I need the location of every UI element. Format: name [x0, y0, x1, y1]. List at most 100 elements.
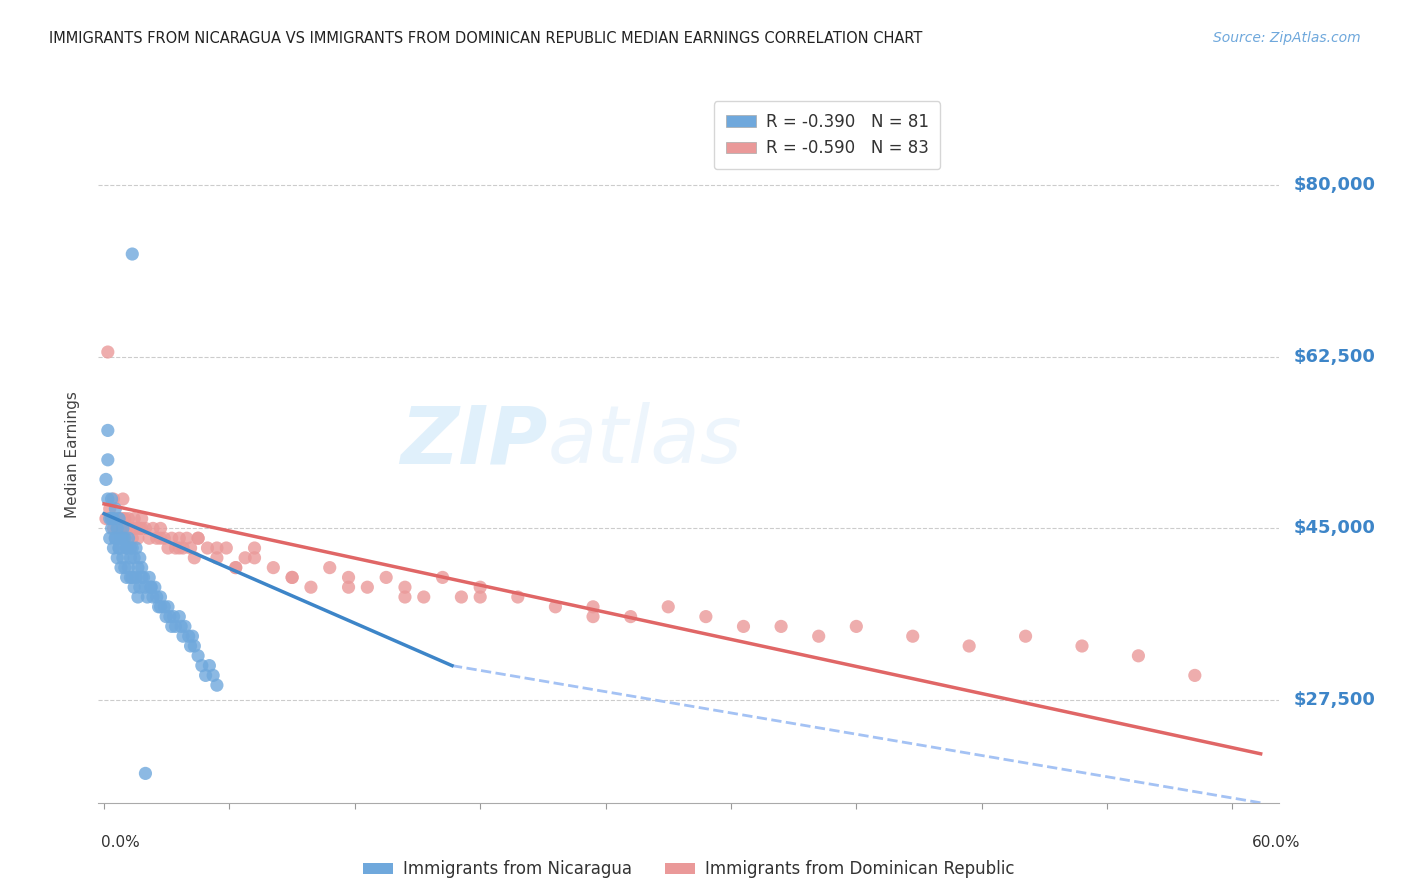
Point [506, 590, 529, 604]
Point [205, 678, 228, 692]
Text: $80,000: $80,000 [1294, 177, 1375, 194]
Point [225, 560, 247, 574]
Point [115, 541, 138, 555]
Point [337, 570, 360, 584]
Point [120, 550, 142, 565]
Point [1071, 639, 1094, 653]
Point [108, 511, 131, 525]
Point [544, 599, 567, 614]
Text: 0.0%: 0.0% [101, 836, 141, 850]
Point [114, 531, 136, 545]
Point [104, 531, 127, 545]
Point [198, 658, 221, 673]
Point [132, 570, 155, 584]
Point [243, 550, 266, 565]
Point [100, 491, 122, 506]
Point [169, 609, 191, 624]
Point [138, 570, 160, 584]
Point [134, 521, 156, 535]
Point [1128, 648, 1150, 663]
Point [183, 639, 205, 653]
Point [97, 424, 120, 438]
Text: atlas: atlas [547, 402, 742, 480]
Point [115, 570, 138, 584]
Point [169, 531, 191, 545]
Point [111, 491, 134, 506]
Point [139, 580, 162, 594]
Text: $27,500: $27,500 [1294, 691, 1375, 709]
Point [153, 599, 176, 614]
Point [177, 629, 200, 643]
Point [155, 609, 177, 624]
Point [197, 541, 219, 555]
Point [120, 541, 142, 555]
Point [103, 511, 125, 525]
Point [149, 521, 172, 535]
Point [262, 560, 284, 574]
Point [111, 531, 134, 545]
Point [233, 550, 256, 565]
Point [145, 531, 167, 545]
Point [134, 766, 156, 780]
Point [121, 570, 143, 584]
Point [94, 511, 117, 525]
Point [299, 580, 322, 594]
Point [225, 560, 247, 574]
Point [620, 609, 643, 624]
Point [121, 247, 143, 261]
Point [148, 599, 170, 614]
Point [205, 541, 228, 555]
Point [97, 491, 120, 506]
Point [117, 560, 139, 574]
Point [104, 511, 127, 525]
Point [120, 570, 142, 584]
Point [165, 541, 187, 555]
Legend: Immigrants from Nicaragua, Immigrants from Dominican Republic: Immigrants from Nicaragua, Immigrants fr… [356, 854, 1022, 885]
Point [136, 590, 159, 604]
Point [108, 541, 131, 555]
Point [582, 599, 605, 614]
Point [122, 580, 145, 594]
Point [115, 521, 138, 535]
Point [394, 590, 416, 604]
Point [122, 550, 145, 565]
Point [114, 511, 136, 525]
Point [138, 531, 160, 545]
Point [337, 580, 360, 594]
Point [149, 531, 172, 545]
Point [110, 560, 132, 574]
Point [957, 639, 980, 653]
Point [1184, 668, 1206, 682]
Point [412, 590, 434, 604]
Y-axis label: Median Earnings: Median Earnings [65, 392, 80, 518]
Point [134, 580, 156, 594]
Point [845, 619, 868, 633]
Point [191, 658, 214, 673]
Point [114, 560, 136, 574]
Text: $62,500: $62,500 [1294, 348, 1375, 366]
Point [159, 609, 181, 624]
Point [169, 541, 191, 555]
Point [149, 599, 172, 614]
Point [356, 580, 378, 594]
Point [470, 580, 492, 594]
Point [131, 521, 153, 535]
Point [153, 531, 176, 545]
Point [281, 570, 304, 584]
Point [98, 511, 121, 525]
Point [104, 531, 127, 545]
Point [470, 590, 492, 604]
Point [105, 550, 128, 565]
Text: $45,000: $45,000 [1294, 519, 1375, 537]
Point [103, 521, 125, 535]
Point [149, 590, 172, 604]
Point [131, 560, 153, 574]
Point [176, 531, 198, 545]
Point [733, 619, 755, 633]
Point [120, 521, 142, 535]
Point [807, 629, 830, 643]
Point [121, 541, 143, 555]
Point [163, 609, 186, 624]
Text: Source: ZipAtlas.com: Source: ZipAtlas.com [1213, 31, 1361, 45]
Point [450, 590, 472, 604]
